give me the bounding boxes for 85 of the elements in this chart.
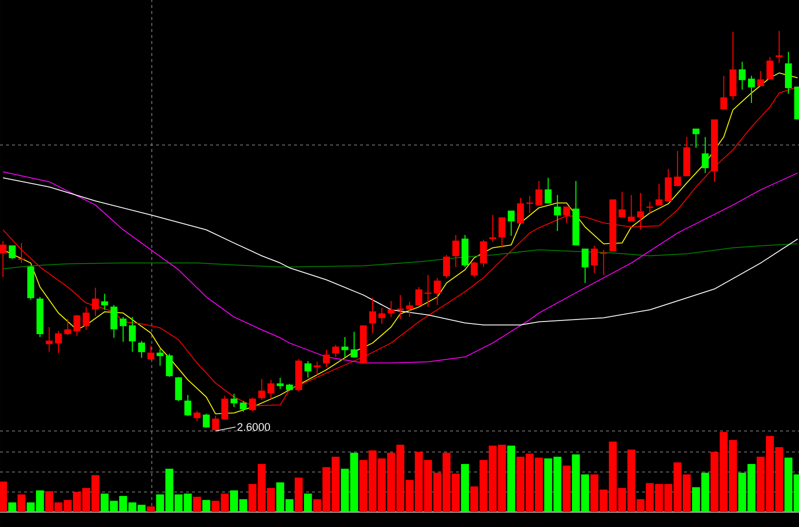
bar — [507, 446, 516, 512]
candlestick — [212, 415, 219, 432]
candlestick — [128, 316, 136, 352]
candlestick — [240, 400, 247, 412]
candlestick — [776, 30, 783, 64]
candlestick — [544, 177, 552, 204]
candlestick — [202, 413, 210, 428]
candlestick — [268, 379, 274, 400]
candlestick — [0, 240, 6, 278]
candlestick — [738, 61, 746, 90]
candlestick — [120, 316, 127, 342]
bar — [0, 482, 7, 512]
candlestick — [82, 306, 90, 330]
candlestick — [498, 217, 506, 248]
candlestick — [692, 128, 700, 148]
candlestick — [304, 360, 312, 378]
candlestick — [258, 378, 266, 400]
candlestick — [369, 297, 376, 334]
candlestick — [406, 301, 414, 318]
candlestick — [748, 75, 755, 104]
candlestick — [582, 248, 589, 284]
candlestick — [138, 340, 146, 358]
candlestick — [628, 194, 635, 222]
candlestick — [314, 361, 321, 376]
annotation: 2.6000 — [237, 423, 270, 431]
candlestick — [656, 183, 662, 206]
bar — [304, 494, 312, 512]
bar — [461, 464, 469, 512]
candlestick — [646, 201, 654, 214]
candlestick — [489, 214, 496, 242]
bar — [8, 502, 16, 512]
candlestick — [452, 234, 460, 268]
candlestick — [92, 287, 99, 316]
candlestick — [637, 192, 644, 230]
candlestick — [378, 307, 386, 324]
candlestick — [702, 136, 709, 174]
candlestick — [757, 70, 764, 86]
candlestick — [332, 344, 340, 358]
candlestick — [156, 348, 164, 366]
candlestick — [766, 56, 774, 80]
bar — [193, 496, 202, 512]
candlestick — [664, 168, 672, 202]
candlestick — [526, 195, 534, 214]
candlestick — [101, 293, 108, 310]
candlestick — [674, 150, 681, 186]
candlestick — [535, 180, 542, 206]
candlestick — [8, 245, 16, 260]
candlestick — [470, 261, 478, 278]
candlestick — [18, 242, 25, 264]
candlestick — [600, 249, 608, 276]
candlestick — [175, 376, 182, 402]
candlestick — [322, 349, 330, 368]
candlestick — [554, 194, 561, 232]
candlestick — [221, 395, 228, 420]
bar — [146, 506, 155, 512]
candlestick — [166, 353, 173, 378]
candlestick — [230, 393, 238, 408]
candlestick — [443, 254, 450, 278]
candlestick — [73, 314, 80, 336]
candlestick — [55, 330, 62, 354]
candlestick — [184, 394, 192, 416]
candlestick — [341, 336, 348, 358]
candlestick — [784, 51, 792, 94]
candlestick — [388, 300, 395, 318]
candlestick — [396, 294, 404, 320]
candlestick — [720, 75, 728, 110]
candlestick — [64, 318, 72, 336]
candlestick — [480, 239, 487, 268]
candlestick — [618, 191, 626, 218]
candlestick — [508, 210, 515, 236]
candlestick — [434, 277, 441, 306]
bar — [562, 466, 571, 512]
candlestick — [563, 206, 570, 224]
bar — [294, 478, 303, 512]
candlestick — [350, 331, 358, 358]
candlestick — [194, 410, 200, 422]
bar — [18, 494, 26, 512]
candlestick — [415, 286, 422, 306]
candlestick — [517, 197, 524, 224]
candlestick — [46, 326, 53, 352]
bar — [202, 500, 210, 512]
candlestick — [424, 274, 432, 308]
candlestick — [590, 245, 598, 274]
candlestick — [147, 345, 154, 360]
candlestick — [110, 304, 118, 338]
